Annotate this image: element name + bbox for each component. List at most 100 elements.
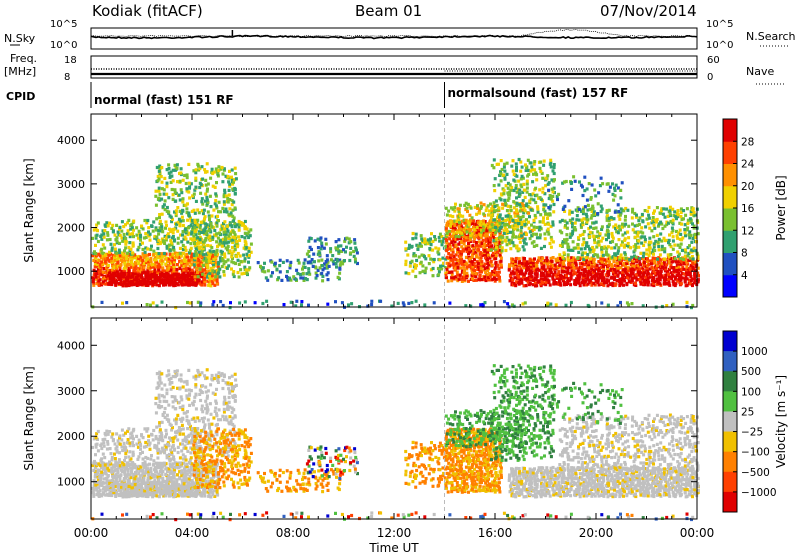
data-cell <box>427 254 431 258</box>
data-cell <box>552 163 556 167</box>
data-cell <box>492 273 496 277</box>
data-cell <box>617 224 621 228</box>
data-cell <box>139 283 143 287</box>
data-cell <box>635 263 639 267</box>
data-cell <box>447 252 451 256</box>
data-cell <box>275 267 279 271</box>
data-cell <box>131 241 135 245</box>
data-cell <box>678 228 682 232</box>
data-cell <box>491 270 495 274</box>
data-cell <box>199 301 203 305</box>
data-cell <box>115 266 119 270</box>
data-cell <box>222 262 226 266</box>
data-cell <box>169 268 173 272</box>
data-cell <box>518 203 522 207</box>
data-cell <box>119 473 123 477</box>
data-cell <box>525 179 529 183</box>
data-cell <box>175 163 179 167</box>
data-cell <box>507 196 511 200</box>
data-cell <box>633 235 637 239</box>
data-cell <box>91 254 94 258</box>
data-cell <box>289 260 293 264</box>
data-cell <box>542 208 546 212</box>
data-cell <box>208 218 211 222</box>
data-cell <box>121 271 125 276</box>
data-cell <box>223 252 227 256</box>
data-cell <box>197 211 201 215</box>
data-cell <box>692 224 696 228</box>
data-cell <box>624 222 628 226</box>
data-cell <box>453 240 457 244</box>
data-cell <box>519 169 523 173</box>
data-cell <box>446 279 450 283</box>
data-cell <box>92 494 96 498</box>
data-cell <box>249 250 253 254</box>
data-cell <box>451 214 455 219</box>
data-cell <box>577 218 581 222</box>
data-cell <box>626 266 630 270</box>
data-cell <box>179 261 183 265</box>
data-cell <box>109 252 113 256</box>
data-cell <box>559 261 563 265</box>
data-cell <box>155 276 159 280</box>
data-cell <box>693 262 697 266</box>
data-cell <box>468 247 471 252</box>
data-cell <box>606 284 610 288</box>
data-cell <box>137 245 141 249</box>
data-cell <box>208 216 212 220</box>
data-cell <box>578 262 582 266</box>
data-cell <box>224 194 228 198</box>
data-cell <box>668 209 672 213</box>
data-cell <box>132 466 135 470</box>
data-cell <box>467 227 471 231</box>
data-cell <box>142 265 146 269</box>
data-cell <box>337 244 340 248</box>
data-cell <box>226 174 230 179</box>
data-cell <box>507 238 511 242</box>
data-cell <box>513 276 517 280</box>
data-cell <box>118 478 122 483</box>
data-cell <box>174 306 178 310</box>
data-cell <box>562 266 566 270</box>
data-cell <box>473 257 476 261</box>
data-cell <box>475 230 479 234</box>
data-cell <box>174 199 178 203</box>
data-cell <box>597 236 600 240</box>
data-cell <box>660 248 664 252</box>
data-cell <box>103 487 107 491</box>
data-cell <box>638 269 642 273</box>
data-cell <box>662 236 666 240</box>
data-cell <box>687 251 691 256</box>
data-cell <box>478 227 482 232</box>
data-cell <box>543 222 547 226</box>
data-cell <box>677 259 681 263</box>
data-cell <box>540 265 544 269</box>
data-cell <box>519 229 523 233</box>
data-cell <box>157 186 161 190</box>
data-cell <box>153 255 157 260</box>
data-cell <box>615 279 619 283</box>
data-cell <box>129 283 133 287</box>
data-cell <box>457 215 461 219</box>
data-cell <box>459 253 463 257</box>
data-cell <box>639 251 643 255</box>
data-cell <box>478 273 482 278</box>
data-cell <box>521 302 525 306</box>
cpid-label: CPID <box>6 90 35 103</box>
data-cell <box>192 169 196 173</box>
data-cell <box>156 264 160 269</box>
data-cell <box>194 178 198 182</box>
data-cell <box>138 474 142 478</box>
data-cell <box>523 219 527 223</box>
data-cell <box>580 253 584 257</box>
data-cell <box>225 266 229 270</box>
data-cell <box>622 274 626 278</box>
data-cell <box>673 257 677 261</box>
data-cell <box>467 219 471 223</box>
data-cell <box>95 281 99 286</box>
data-cell <box>103 253 107 257</box>
data-cell <box>508 220 512 224</box>
data-cell <box>675 270 679 274</box>
data-cell <box>533 257 536 261</box>
data-cell <box>514 223 518 227</box>
